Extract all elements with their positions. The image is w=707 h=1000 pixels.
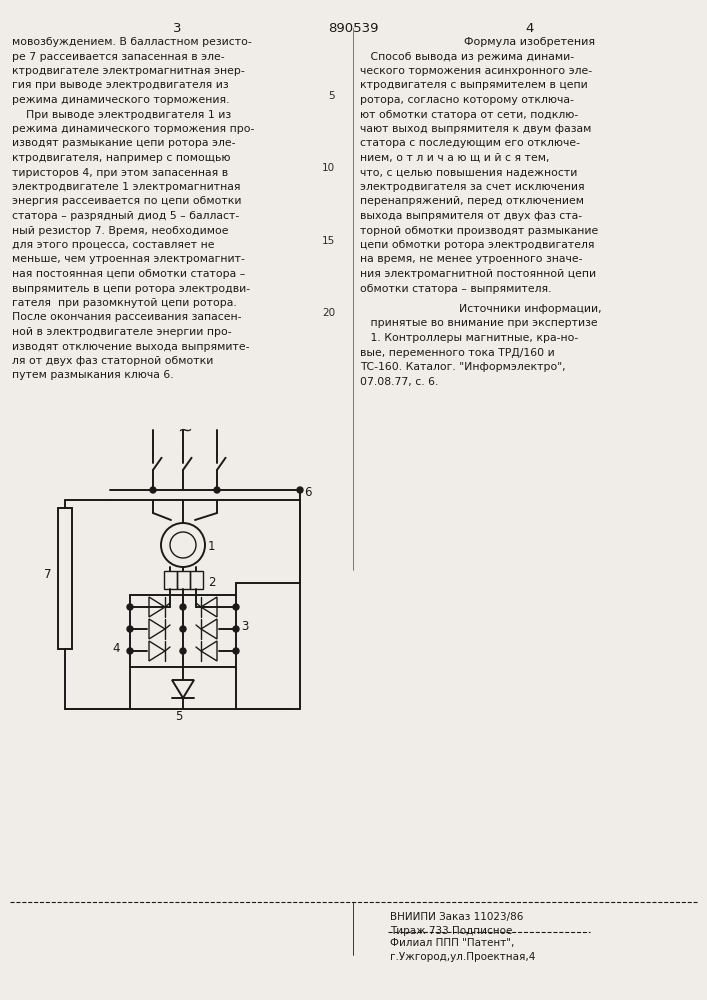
Text: 5: 5 — [328, 91, 335, 101]
Text: путем размыкания ключа 6.: путем размыкания ключа 6. — [12, 370, 174, 380]
Text: вые, переменного тока ТРД/160 и: вые, переменного тока ТРД/160 и — [360, 348, 555, 358]
Text: Способ вывода из режима динами-: Способ вывода из режима динами- — [360, 51, 574, 62]
Text: ной в электродвигателе энергии про-: ной в электродвигателе энергии про- — [12, 327, 232, 337]
Bar — [164, 571, 177, 589]
Bar — [58, 508, 72, 649]
Text: Формула изобретения: Формула изобретения — [464, 37, 595, 47]
Text: меньше, чем утроенная электромагнит-: меньше, чем утроенная электромагнит- — [12, 254, 245, 264]
Text: 2: 2 — [208, 576, 216, 589]
Text: ния электромагнитной постоянной цепи: ния электромагнитной постоянной цепи — [360, 269, 596, 279]
Text: что, с целью повышения надежности: что, с целью повышения надежности — [360, 167, 578, 178]
Text: 5: 5 — [175, 710, 182, 723]
Text: 890539: 890539 — [328, 22, 378, 35]
Text: режима динамического торможения про-: режима динамического торможения про- — [12, 124, 255, 134]
Text: При выводе электродвигателя 1 из: При выводе электродвигателя 1 из — [12, 109, 231, 119]
Text: принятые во внимание при экспертизе: принятые во внимание при экспертизе — [360, 318, 597, 328]
Circle shape — [233, 648, 239, 654]
Text: 3: 3 — [173, 22, 181, 35]
Text: перенапряжений, перед отключением: перенапряжений, перед отключением — [360, 196, 584, 207]
Text: нием, о т л и ч а ю щ и й с я тем,: нием, о т л и ч а ю щ и й с я тем, — [360, 153, 549, 163]
Text: ля от двух фаз статорной обмотки: ля от двух фаз статорной обмотки — [12, 356, 214, 366]
Text: изводят размыкание цепи ротора эле-: изводят размыкание цепи ротора эле- — [12, 138, 235, 148]
Text: мовозбуждением. В балластном резисто-: мовозбуждением. В балластном резисто- — [12, 37, 252, 47]
Circle shape — [150, 487, 156, 493]
Circle shape — [214, 487, 220, 493]
Circle shape — [127, 626, 133, 632]
Text: изводят отключение выхода выпрямите-: изводят отключение выхода выпрямите- — [12, 342, 250, 352]
Circle shape — [233, 604, 239, 610]
Text: 10: 10 — [322, 163, 335, 173]
Text: ВНИИПИ Заказ 11023/86: ВНИИПИ Заказ 11023/86 — [390, 912, 523, 922]
Text: Источники информации,: Источники информации, — [459, 304, 602, 314]
Text: ют обмотки статора от сети, подклю-: ют обмотки статора от сети, подклю- — [360, 109, 578, 119]
Text: гия при выводе электродвигателя из: гия при выводе электродвигателя из — [12, 81, 228, 91]
Text: выхода выпрямителя от двух фаз ста-: выхода выпрямителя от двух фаз ста- — [360, 211, 582, 221]
Text: ктродвигателя с выпрямителем в цепи: ктродвигателя с выпрямителем в цепи — [360, 81, 588, 91]
Text: 4: 4 — [526, 22, 534, 35]
Text: 3: 3 — [241, 619, 248, 633]
Text: статора – разрядный диод 5 – балласт-: статора – разрядный диод 5 – балласт- — [12, 211, 239, 221]
Bar — [177, 571, 190, 589]
Text: 07.08.77, с. 6.: 07.08.77, с. 6. — [360, 376, 438, 386]
Text: на время, не менее утроенного значе-: на время, не менее утроенного значе- — [360, 254, 583, 264]
Text: ный резистор 7. Время, необходимое: ный резистор 7. Время, необходимое — [12, 226, 228, 235]
Text: торной обмотки производят размыкание: торной обмотки производят размыкание — [360, 226, 598, 235]
Circle shape — [297, 487, 303, 493]
Text: ТС-160. Каталог. "Информэлектро",: ТС-160. Каталог. "Информэлектро", — [360, 362, 566, 372]
Text: 15: 15 — [322, 236, 335, 246]
Circle shape — [180, 604, 186, 610]
Text: ~: ~ — [177, 422, 192, 440]
Text: ная постоянная цепи обмотки статора –: ная постоянная цепи обмотки статора – — [12, 269, 245, 279]
Text: ротора, согласно которому отключа-: ротора, согласно которому отключа- — [360, 95, 574, 105]
Text: Филиал ППП "Патент",: Филиал ППП "Патент", — [390, 938, 515, 948]
Circle shape — [180, 626, 186, 632]
Text: электродвигателя за счет исключения: электродвигателя за счет исключения — [360, 182, 585, 192]
Text: выпрямитель в цепи ротора электродви-: выпрямитель в цепи ротора электродви- — [12, 284, 250, 294]
Bar — [190, 571, 203, 589]
Circle shape — [233, 626, 239, 632]
Text: ктродвигателя, например с помощью: ктродвигателя, например с помощью — [12, 153, 230, 163]
Text: г.Ужгород,ул.Проектная,4: г.Ужгород,ул.Проектная,4 — [390, 952, 535, 962]
Text: гателя  при разомкнутой цепи ротора.: гателя при разомкнутой цепи ротора. — [12, 298, 237, 308]
Text: режима динамического торможения.: режима динамического торможения. — [12, 95, 230, 105]
Circle shape — [127, 604, 133, 610]
Text: тиристоров 4, при этом запасенная в: тиристоров 4, при этом запасенная в — [12, 167, 228, 178]
Text: 7: 7 — [44, 568, 52, 581]
Text: электродвигателе 1 электромагнитная: электродвигателе 1 электромагнитная — [12, 182, 240, 192]
Text: Тираж 733 Подписное: Тираж 733 Подписное — [390, 926, 513, 936]
Text: чают выход выпрямителя к двум фазам: чают выход выпрямителя к двум фазам — [360, 124, 591, 134]
Text: цепи обмотки ротора электродвигателя: цепи обмотки ротора электродвигателя — [360, 240, 595, 250]
Text: 1. Контроллеры магнитные, кра-но-: 1. Контроллеры магнитные, кра-но- — [360, 333, 578, 343]
Text: статора с последующим его отключе-: статора с последующим его отключе- — [360, 138, 580, 148]
Text: обмотки статора – выпрямителя.: обмотки статора – выпрямителя. — [360, 284, 551, 294]
Text: для этого процесса, составляет не: для этого процесса, составляет не — [12, 240, 214, 250]
Text: энергия рассеивается по цепи обмотки: энергия рассеивается по цепи обмотки — [12, 196, 242, 207]
Circle shape — [180, 648, 186, 654]
Text: 4: 4 — [112, 642, 119, 654]
Text: После окончания рассеивания запасен-: После окончания рассеивания запасен- — [12, 312, 242, 322]
Circle shape — [127, 648, 133, 654]
Text: 20: 20 — [322, 308, 335, 318]
Text: 1: 1 — [208, 540, 216, 553]
Text: ческого торможения асинхронного эле-: ческого торможения асинхронного эле- — [360, 66, 592, 76]
Text: 6: 6 — [304, 486, 312, 498]
Text: ктродвигателе электромагнитная энер-: ктродвигателе электромагнитная энер- — [12, 66, 245, 76]
Text: ре 7 рассеивается запасенная в эле-: ре 7 рассеивается запасенная в эле- — [12, 51, 225, 62]
